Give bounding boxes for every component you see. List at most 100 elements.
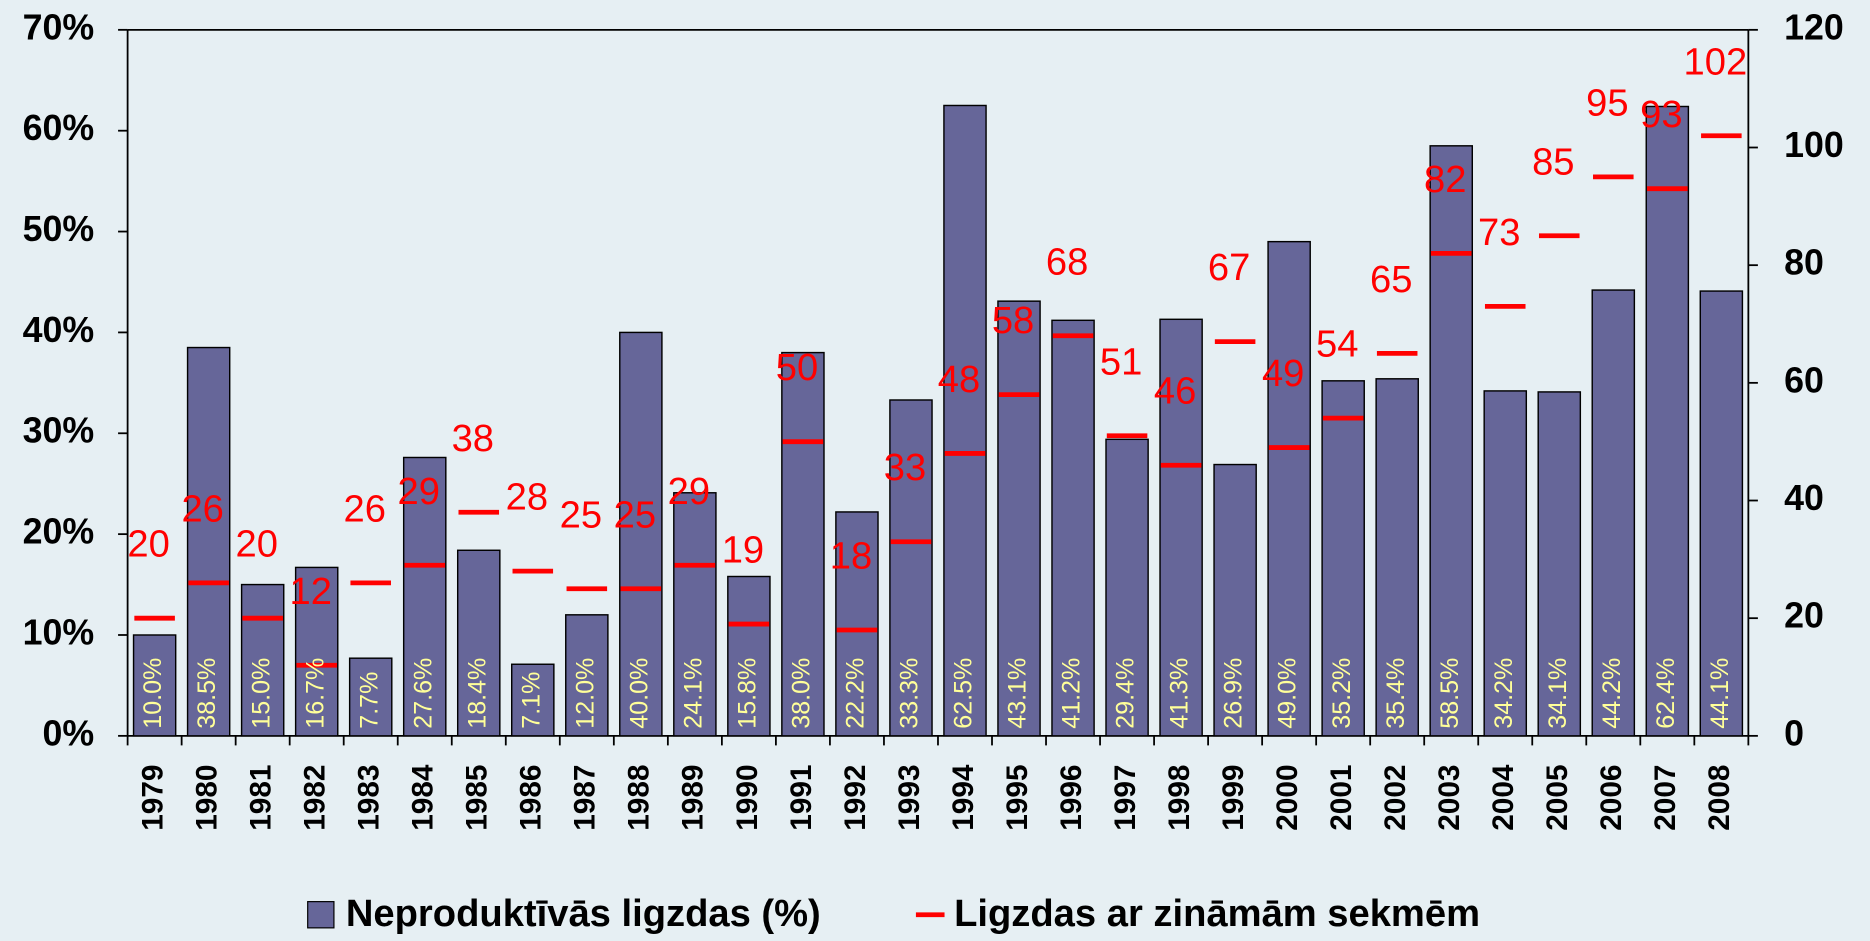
legend-swatch bbox=[307, 901, 335, 929]
marker-label: 58 bbox=[992, 299, 1034, 342]
bar-label: 44.1% bbox=[1706, 658, 1734, 729]
bar-label: 58.5% bbox=[1436, 658, 1464, 729]
y2-tick-label: 100 bbox=[1784, 125, 1844, 165]
marker-label: 68 bbox=[1046, 240, 1088, 283]
bar-label: 62.5% bbox=[950, 658, 978, 729]
x-tick-label: 1996 bbox=[1055, 764, 1088, 830]
marker-label: 12 bbox=[290, 570, 332, 613]
x-tick-label: 1994 bbox=[947, 764, 980, 831]
marker-label: 26 bbox=[181, 487, 223, 530]
bar bbox=[132, 634, 177, 737]
x-tick-label: 2003 bbox=[1433, 764, 1466, 830]
bar-label: 33.3% bbox=[896, 658, 924, 729]
marker-label: 25 bbox=[614, 493, 656, 536]
marker-label: 50 bbox=[776, 346, 818, 389]
marker-label: 18 bbox=[830, 534, 872, 577]
y-tick-label: 30% bbox=[23, 411, 95, 451]
bar bbox=[997, 300, 1041, 737]
bar bbox=[781, 351, 825, 737]
bar-label: 43.1% bbox=[1004, 658, 1032, 729]
x-tick-label: 1989 bbox=[677, 764, 710, 830]
bar bbox=[1537, 391, 1582, 737]
bar-label: 22.2% bbox=[842, 658, 870, 729]
bar bbox=[1483, 390, 1528, 737]
marker-label: 33 bbox=[884, 446, 926, 489]
bar-label: 38.5% bbox=[193, 658, 221, 729]
bar bbox=[835, 511, 879, 737]
bar-label: 41.2% bbox=[1058, 658, 1086, 729]
x-tick-label: 1982 bbox=[299, 764, 332, 830]
bar bbox=[402, 456, 447, 737]
x-tick-label: 2006 bbox=[1595, 764, 1628, 830]
bar bbox=[348, 657, 393, 737]
marker-label: 19 bbox=[722, 529, 764, 572]
bar bbox=[727, 575, 771, 737]
bar-label: 44.2% bbox=[1598, 658, 1626, 729]
bar-label: 40.0% bbox=[625, 658, 653, 729]
marker-label: 67 bbox=[1208, 246, 1250, 289]
bar bbox=[456, 549, 501, 737]
x-tick-label: 1992 bbox=[839, 764, 872, 830]
y-tick-label: 10% bbox=[23, 612, 95, 652]
x-tick-label: 1986 bbox=[515, 764, 548, 830]
marker-label: 20 bbox=[235, 523, 277, 566]
bar-label: 49.0% bbox=[1274, 658, 1302, 729]
bar-label: 27.6% bbox=[409, 658, 437, 729]
y2-tick-label: 80 bbox=[1784, 243, 1824, 283]
bar bbox=[619, 331, 663, 737]
y-tick-label: 60% bbox=[23, 108, 95, 148]
x-tick-label: 1987 bbox=[569, 764, 602, 830]
marker-label: 85 bbox=[1532, 140, 1574, 183]
x-tick-label: 2005 bbox=[1541, 764, 1574, 830]
bar bbox=[1267, 240, 1311, 737]
x-tick-label: 2007 bbox=[1649, 764, 1682, 830]
x-tick-label: 2002 bbox=[1379, 764, 1412, 830]
bar-label: 26.9% bbox=[1220, 658, 1248, 729]
bar bbox=[1105, 438, 1149, 737]
y-tick-label: 40% bbox=[23, 310, 95, 350]
marker-label: 46 bbox=[1154, 370, 1196, 413]
marker-label: 102 bbox=[1684, 40, 1748, 83]
bar-label: 15.8% bbox=[734, 658, 762, 729]
x-tick-label: 1991 bbox=[785, 764, 818, 830]
marker-label: 54 bbox=[1316, 323, 1358, 366]
marker-label: 29 bbox=[668, 470, 710, 513]
bar bbox=[565, 614, 609, 737]
bar bbox=[889, 399, 933, 737]
x-tick-label: 1990 bbox=[731, 764, 764, 830]
x-tick-label: 1985 bbox=[461, 764, 494, 830]
x-tick-label: 1980 bbox=[191, 764, 224, 830]
bar bbox=[943, 104, 987, 737]
x-tick-label: 1983 bbox=[353, 764, 386, 830]
marker-label: 51 bbox=[1100, 340, 1142, 383]
marker-label: 48 bbox=[938, 358, 980, 401]
bar bbox=[511, 663, 555, 737]
bar bbox=[1051, 319, 1095, 737]
marker-label: 49 bbox=[1262, 352, 1304, 395]
marker-label: 82 bbox=[1424, 158, 1466, 201]
x-tick-label: 2000 bbox=[1271, 764, 1304, 830]
bar bbox=[1591, 289, 1636, 737]
bar-label: 34.2% bbox=[1490, 658, 1518, 729]
x-tick-label: 2004 bbox=[1487, 764, 1520, 831]
bar bbox=[294, 566, 339, 737]
legend-label: Ligzdas ar zināmām sekmēm bbox=[954, 892, 1480, 935]
y2-tick-label: 40 bbox=[1784, 478, 1824, 518]
x-tick-label: 1995 bbox=[1001, 764, 1034, 830]
bar bbox=[1159, 318, 1203, 737]
y2-tick-label: 0 bbox=[1784, 713, 1804, 753]
bar-label: 24.1% bbox=[679, 658, 707, 729]
bar bbox=[186, 346, 231, 737]
bar-label: 35.2% bbox=[1328, 658, 1356, 729]
marker-label: 95 bbox=[1586, 81, 1628, 124]
marker-label: 29 bbox=[398, 470, 440, 513]
x-tick-label: 1988 bbox=[623, 764, 656, 830]
y-tick-label: 0% bbox=[43, 713, 95, 753]
y2-tick-label: 120 bbox=[1784, 7, 1844, 47]
y2-tick-label: 60 bbox=[1784, 360, 1824, 400]
marker-label: 28 bbox=[506, 476, 548, 519]
bar bbox=[1321, 380, 1365, 737]
bar-label: 12.0% bbox=[571, 658, 599, 729]
